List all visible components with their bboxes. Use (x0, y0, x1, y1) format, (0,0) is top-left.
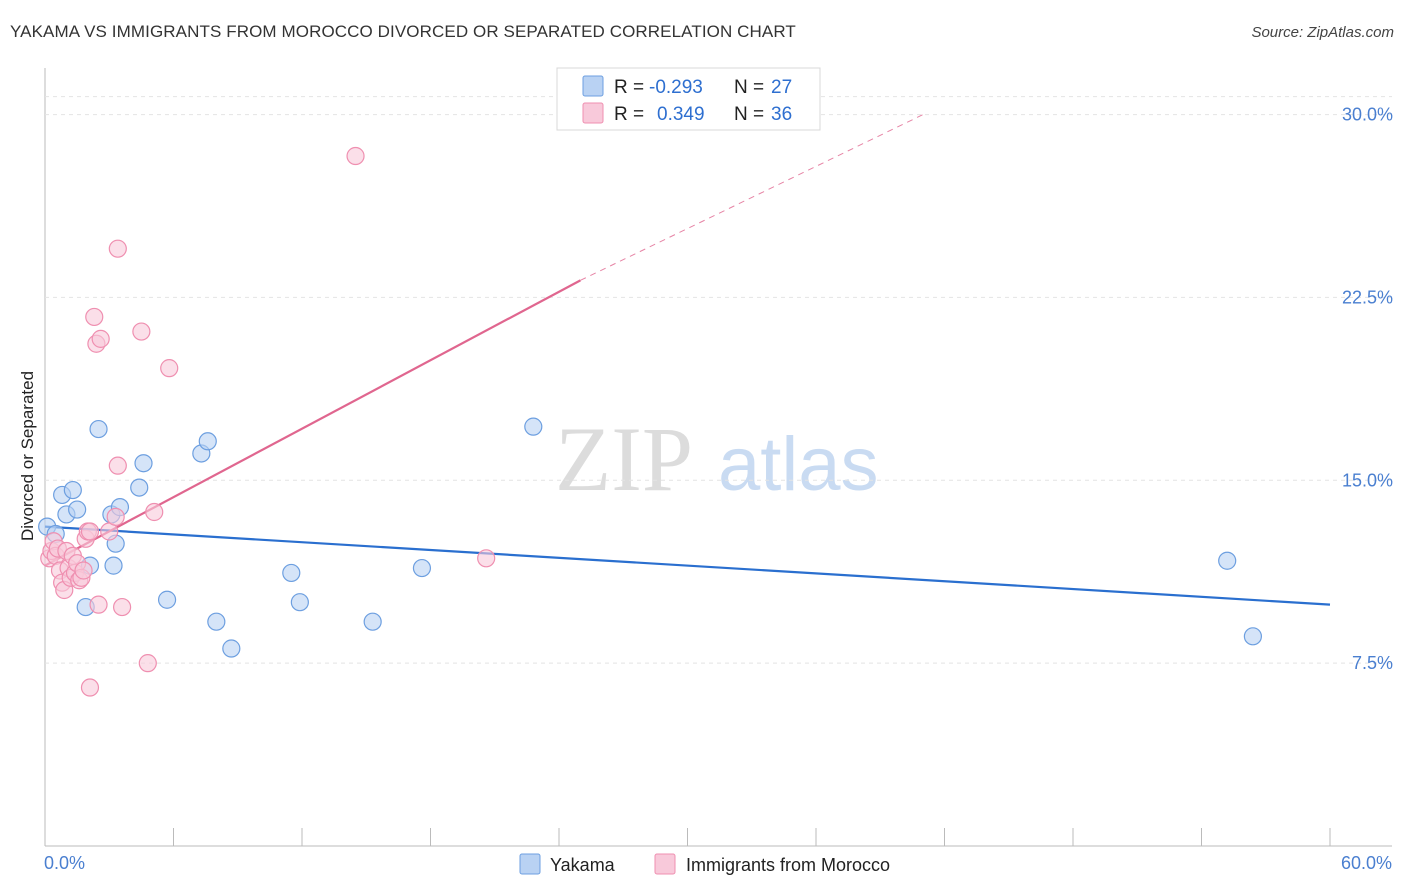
point-yakama (412, 558, 432, 578)
correlation-legend: R = -0.293 N = 27 R = 0.349 N = 36 (556, 67, 821, 131)
point-yakama (1243, 627, 1263, 646)
point-yakama (104, 556, 123, 575)
point-yakama (198, 432, 217, 451)
y-tick-label: 15.0% (1342, 470, 1393, 490)
point-yakama (134, 454, 153, 473)
point-yakama (282, 563, 301, 583)
point-yakama (63, 480, 82, 500)
legend-r-label-yakama: R = (614, 77, 644, 98)
point-yakama (222, 639, 241, 658)
point-morocco (132, 322, 151, 341)
y-tick-label: 30.0% (1342, 105, 1393, 125)
legend-n-value-yakama: 27 (771, 77, 792, 98)
bottom-legend-swatch-yakama (519, 853, 541, 875)
point-yakama (1218, 551, 1237, 570)
point-morocco (108, 239, 127, 258)
legend-n-label-yakama: N = (734, 77, 764, 98)
point-yakama (290, 593, 309, 612)
point-yakama (363, 612, 382, 631)
point-morocco (106, 507, 125, 526)
x-tick-label-max: 60.0% (1341, 853, 1392, 873)
point-yakama (524, 417, 543, 436)
point-morocco (346, 146, 365, 166)
x-tick-label-min: 0.0% (44, 853, 85, 873)
legend-swatch-yakama (582, 75, 604, 97)
trend-lines (44, 114, 1331, 606)
point-yakama (68, 500, 87, 519)
watermark-zip: ZIP (555, 408, 693, 510)
trend-line-1 (44, 279, 581, 567)
gridlines (45, 96, 1392, 664)
legend-r-label-morocco: R = (614, 104, 644, 125)
point-yakama (157, 590, 177, 609)
point-morocco (91, 329, 110, 348)
point-morocco (160, 359, 179, 378)
bottom-legend-swatch-morocco (654, 853, 676, 875)
point-morocco (145, 502, 164, 522)
legend-swatch-morocco (582, 102, 604, 124)
series-legend: Yakama Immigrants from Morocco (519, 853, 890, 875)
legend-r-value-morocco: 0.349 (657, 104, 705, 125)
y-tick-labels: 7.5% 15.0% 22.5% 30.0% (1342, 105, 1393, 674)
point-yakama (89, 419, 108, 439)
bottom-legend-label-yakama: Yakama (550, 855, 616, 875)
point-morocco (80, 522, 100, 541)
point-morocco (74, 561, 93, 580)
point-morocco (112, 597, 132, 617)
y-tick-label: 22.5% (1342, 287, 1393, 307)
point-yakama (130, 478, 149, 497)
legend-n-label-morocco: N = (734, 104, 764, 125)
legend-n-value-morocco: 36 (771, 104, 792, 125)
y-tick-label: 7.5% (1352, 653, 1393, 673)
data-points (38, 146, 1263, 697)
point-morocco (477, 549, 496, 568)
point-morocco (80, 678, 100, 697)
source-label: Source: ZipAtlas.com (1251, 24, 1394, 41)
chart-title: YAKAMA VS IMMIGRANTS FROM MOROCCO DIVORC… (10, 22, 796, 41)
x-ticks (44, 828, 1331, 846)
legend-r-value-yakama: -0.293 (649, 77, 703, 98)
trend-line-0 (44, 525, 1331, 606)
bottom-legend-label-morocco: Immigrants from Morocco (686, 855, 890, 875)
point-morocco (138, 654, 157, 673)
point-morocco (89, 595, 108, 614)
trend-line-extension-1 (580, 114, 924, 281)
point-morocco (85, 307, 104, 327)
point-yakama (207, 612, 226, 631)
y-axis-label: Divorced or Separated (18, 371, 37, 541)
watermark-atlas: atlas (718, 422, 879, 507)
point-morocco (108, 456, 127, 475)
